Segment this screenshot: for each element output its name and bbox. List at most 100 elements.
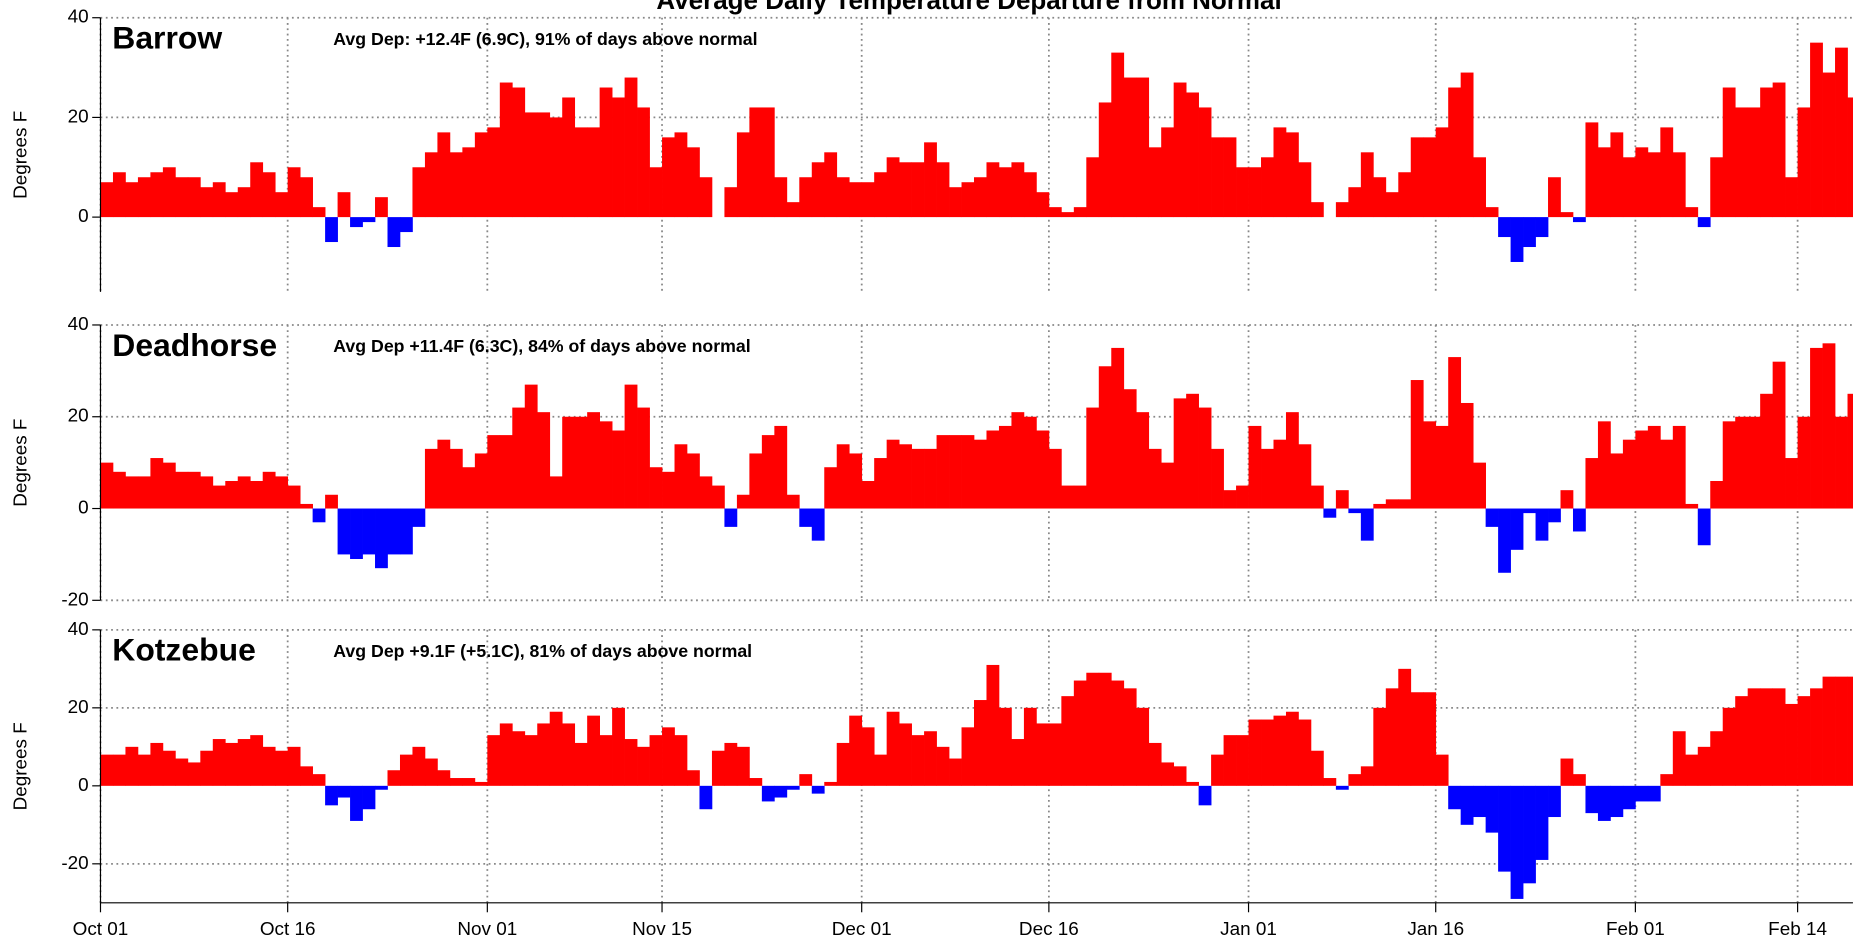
bar [874,754,888,786]
bar [1011,162,1025,218]
bar [1622,439,1636,509]
bar [275,192,289,218]
bar [1148,448,1162,509]
bar [1061,212,1075,218]
bar [412,167,426,218]
bar [1398,172,1412,218]
bar [587,127,600,218]
bar [1123,77,1137,218]
bar [736,746,750,786]
bar [1223,137,1237,218]
bar [337,785,351,798]
bar [1211,754,1224,786]
bar [1585,785,1599,814]
bar [1111,347,1125,509]
bar [1473,157,1486,218]
bar [1572,217,1586,223]
bar [1335,785,1349,790]
bar [624,384,638,509]
bar [1597,785,1611,821]
bar [1747,688,1761,786]
bar [375,785,388,790]
bar [524,384,538,509]
bar [1847,97,1853,218]
panel-title: Barrow [112,20,222,56]
chart-title: Average Daily Temperature Departure from… [656,0,1281,15]
bar [1248,719,1262,786]
bar [986,664,1000,786]
bar [1448,785,1462,810]
bar [499,435,513,509]
bar [250,162,264,218]
bar [1448,87,1462,218]
bar [225,742,239,786]
bar [1822,676,1836,786]
bar [1672,152,1686,218]
x-tick-label: Oct 16 [260,919,316,940]
bar [1173,82,1187,218]
bar [799,774,813,786]
bar [537,412,551,509]
bar [1435,425,1449,509]
bar [1523,217,1536,248]
bar [711,750,725,786]
bar [1685,207,1699,218]
bar [699,177,713,218]
bar [1672,425,1686,509]
bar [524,112,538,218]
bar [162,750,176,786]
bar [437,770,451,786]
bar [1510,508,1524,550]
bar [961,182,975,218]
bar [499,723,513,786]
bar [1710,731,1724,786]
bar [786,202,800,218]
bar [1285,412,1299,509]
bar [175,758,189,786]
bar [1747,416,1761,509]
bar [949,758,962,786]
bar [262,172,276,218]
bar [1423,421,1437,509]
bar [574,416,588,509]
bar [237,476,251,509]
bar [637,407,650,509]
bar [399,754,413,786]
bar [1785,177,1798,218]
bar [1722,707,1736,786]
y-tick-label: 20 [68,406,89,427]
bar [1560,490,1574,509]
bar [1510,785,1524,899]
bar [861,182,875,218]
bar [936,435,950,509]
bar [749,453,763,509]
bar [549,117,563,218]
bar [150,172,164,218]
bar [1161,462,1175,509]
y-tick-label: 40 [68,314,89,335]
bar [849,182,863,218]
bar [1036,723,1050,786]
bar [1061,485,1075,509]
bar [137,476,151,509]
bar [1123,389,1137,509]
y-tick-label: 40 [68,7,89,28]
bar [986,162,1000,218]
bar [1835,416,1848,509]
y-axis-label: Degrees F [10,111,31,199]
bar [1011,412,1025,509]
bar [1148,742,1162,786]
bar [1248,425,1262,509]
bar [287,485,301,509]
bar [911,162,925,218]
bar [399,217,413,233]
bar [824,781,838,786]
bar [686,147,700,218]
bar [599,421,613,509]
bar [811,785,825,794]
bar [724,508,738,527]
bar [974,439,987,509]
bar [1285,711,1299,786]
bar [1360,766,1374,786]
bar [387,217,401,248]
